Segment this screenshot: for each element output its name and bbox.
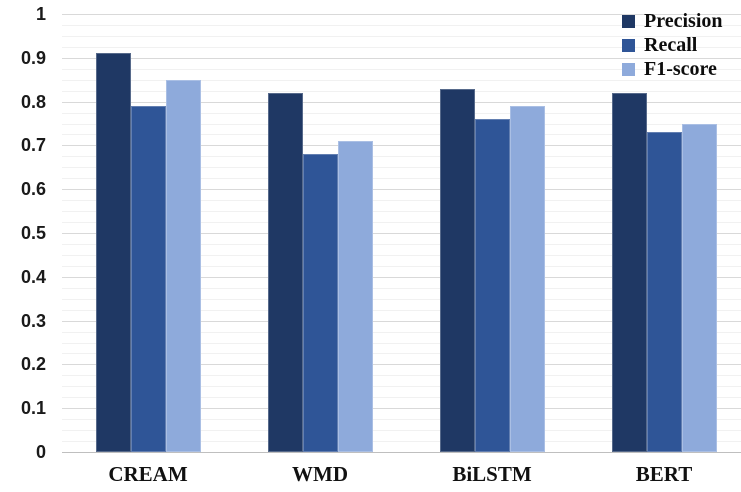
x-axis-line <box>62 452 741 453</box>
x-tick-label-bert: BERT <box>635 462 693 486</box>
bar-recall-cream <box>130 106 166 452</box>
minor-gridline <box>62 375 741 377</box>
minor-gridline <box>62 211 741 213</box>
major-gridline <box>62 101 741 103</box>
bar-recall-bilstm <box>474 119 510 452</box>
bar-f1-score-cream <box>165 79 201 452</box>
y-tick-label: 0.1 <box>20 398 46 419</box>
minor-gridline <box>62 156 741 158</box>
minor-gridline <box>62 309 741 311</box>
major-gridline <box>62 364 741 366</box>
legend-label: Precision <box>644 10 723 32</box>
major-gridline <box>62 408 741 410</box>
minor-gridline <box>62 397 741 399</box>
y-tick-label: 0.5 <box>20 223 46 243</box>
minor-gridline <box>62 123 741 125</box>
minor-gridline <box>62 178 741 180</box>
minor-gridline <box>62 287 741 289</box>
y-tick-label: 1 <box>35 4 46 24</box>
minor-gridline <box>62 298 741 300</box>
legend-swatch-icon <box>622 38 635 52</box>
minor-gridline <box>62 222 741 223</box>
major-gridline <box>62 320 741 322</box>
major-gridline <box>62 189 741 191</box>
minor-gridline <box>62 441 741 443</box>
legend-item-precision: Precision <box>622 9 723 33</box>
minor-gridline <box>62 342 741 344</box>
bar-precision-bert <box>611 92 647 452</box>
legend-label: F1-score <box>644 58 717 80</box>
minor-gridline <box>62 243 741 245</box>
bar-f1-score-bilstm <box>509 106 545 452</box>
minor-gridline <box>62 200 741 202</box>
minor-gridline <box>62 430 741 432</box>
minor-gridline <box>62 68 741 70</box>
legend-swatch-icon <box>622 14 635 28</box>
minor-gridline <box>62 24 741 26</box>
major-gridline <box>62 276 741 278</box>
minor-gridline <box>62 35 741 37</box>
bar-recall-wmd <box>302 154 338 452</box>
bar-recall-bert <box>646 132 682 452</box>
major-gridline <box>62 233 741 234</box>
minor-gridline <box>62 386 741 388</box>
bar-precision-wmd <box>267 92 303 452</box>
legend: Precision Recall F1-score <box>622 9 723 81</box>
y-tick-label: 0 <box>35 442 46 462</box>
minor-gridline <box>62 167 741 169</box>
y-tick-label: 0.6 <box>20 179 46 200</box>
major-gridline <box>62 57 741 59</box>
y-tick-label: 0.4 <box>20 266 46 287</box>
major-gridline <box>62 145 741 147</box>
y-tick-label: 0.3 <box>20 310 46 331</box>
y-tick-label: 0.2 <box>20 354 46 375</box>
minor-gridline <box>62 419 741 421</box>
y-tick-label: 0.8 <box>20 91 46 112</box>
bar-f1-score-bert <box>681 123 717 452</box>
y-tick-label: 0.7 <box>20 135 46 156</box>
minor-gridline <box>62 46 741 48</box>
minor-gridline <box>62 90 741 92</box>
bar-precision-cream <box>95 53 131 452</box>
minor-gridline <box>62 265 741 267</box>
minor-gridline <box>62 79 741 81</box>
minor-gridline <box>62 353 741 355</box>
legend-label: Recall <box>644 34 698 56</box>
legend-swatch-icon <box>622 62 635 76</box>
x-tick-label-bilstm: BiLSTM <box>452 462 532 486</box>
legend-item-recall: Recall <box>622 33 723 57</box>
legend-item-f1-score: F1-score <box>622 57 723 81</box>
minor-gridline <box>62 134 741 136</box>
x-tick-label-cream: CREAM <box>108 462 188 486</box>
bar-precision-bilstm <box>439 88 475 452</box>
y-tick-label: 0.9 <box>20 47 46 68</box>
minor-gridline <box>62 254 741 256</box>
minor-gridline <box>62 331 741 333</box>
major-gridline <box>62 14 741 15</box>
bar-f1-score-wmd <box>337 141 373 452</box>
minor-gridline <box>62 112 741 114</box>
x-tick-label-wmd: WMD <box>292 462 348 486</box>
